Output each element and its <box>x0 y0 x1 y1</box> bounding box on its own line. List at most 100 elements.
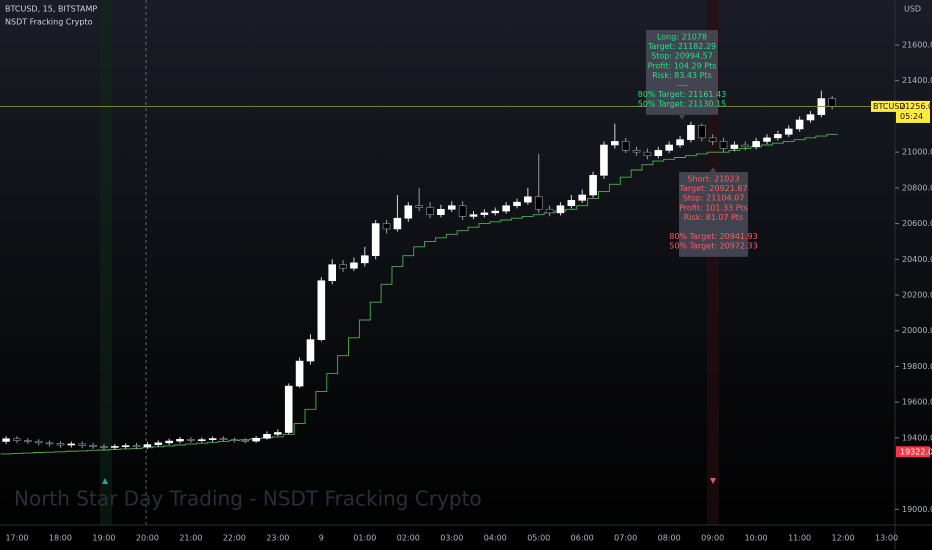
y-tick-label: 20000.00 <box>902 326 932 335</box>
candle-body <box>730 144 739 149</box>
candle-body <box>241 440 250 442</box>
candle-body <box>437 208 445 215</box>
watermark: North Star Day Trading - NSDT Fracking C… <box>14 487 482 511</box>
annotation-line: Stop: 20994.57 <box>651 52 713 61</box>
candle-body <box>426 207 434 215</box>
candle-body <box>24 440 32 442</box>
y-tick-label: 20200.00 <box>902 291 932 300</box>
annotation-line: Risk: 83.43 Pts <box>652 71 711 80</box>
candle-body <box>524 196 532 203</box>
candle-body <box>545 208 554 214</box>
x-tick-label: 05:00 <box>527 534 550 543</box>
candle-body <box>632 150 641 153</box>
y-tick-label: 21400.00 <box>902 76 932 85</box>
candle-body <box>404 205 413 219</box>
x-tick-label: 02:00 <box>397 534 420 543</box>
candle-body <box>230 439 239 441</box>
candle-body <box>100 446 108 448</box>
price-tag-label: 19322.00 <box>900 447 932 456</box>
candle-body <box>361 255 369 264</box>
candle-body <box>219 438 228 440</box>
x-tick-label: 06:00 <box>571 534 594 543</box>
x-tick-label: 09:00 <box>701 534 724 543</box>
x-tick-label: 10:00 <box>745 534 768 543</box>
candle-body <box>274 432 282 435</box>
x-tick-label: 18:00 <box>49 534 72 543</box>
x-tick-label: 12:00 <box>832 534 855 543</box>
candle-body <box>252 437 260 442</box>
annotation-line: Target: 21182.29 <box>647 42 716 51</box>
candle-body <box>665 144 673 151</box>
long-box <box>646 30 718 115</box>
candle-body <box>78 443 86 446</box>
x-tick-label: 08:00 <box>658 534 681 543</box>
candle-body <box>89 445 97 447</box>
candle-body <box>676 139 684 146</box>
candle-body <box>697 125 706 139</box>
x-tick-label: 20:00 <box>136 534 159 543</box>
candle-body <box>719 141 728 149</box>
trail-line <box>0 133 838 455</box>
annotation-line: 80% Target: 20941.93 <box>669 232 757 241</box>
candle-body <box>208 438 217 440</box>
annotation-line: 80% Target: 21161.43 <box>638 90 726 99</box>
currency: USD <box>904 5 921 14</box>
signal-band <box>100 0 112 525</box>
candle-body <box>643 151 652 157</box>
candle-body <box>317 280 326 340</box>
x-tick-label: 07:00 <box>614 534 637 543</box>
x-tick-label: 9 <box>319 534 324 543</box>
candle-body <box>393 217 402 230</box>
candle-body <box>611 141 619 146</box>
candle-body <box>176 438 184 442</box>
pointer <box>679 115 685 120</box>
candle-body <box>447 205 456 210</box>
candle-body <box>752 141 760 148</box>
symbol-tag <box>871 100 896 112</box>
y-tick-label: 21000.00 <box>902 148 932 157</box>
candle-body <box>2 438 10 442</box>
x-tick-label: 03:00 <box>440 534 463 543</box>
candle-body <box>34 441 43 444</box>
candle-body <box>600 144 608 176</box>
candle-body <box>328 264 337 282</box>
annotation-line: Profit: 104.29 Pts <box>648 61 717 70</box>
candle-body <box>502 205 510 212</box>
short-box <box>679 172 748 257</box>
symbol-tag-label: BTCUSD <box>873 102 906 111</box>
x-tick-label: 13:00 <box>875 534 898 543</box>
candle-body <box>371 223 380 257</box>
price-tag-label: 21256.00 <box>900 102 932 111</box>
annotation-line: Long: 21078 <box>657 33 707 42</box>
x-tick-label: 19:00 <box>92 534 115 543</box>
candle-body <box>187 438 195 441</box>
candle-body <box>143 444 152 448</box>
candle-body <box>567 200 576 207</box>
indicator-name: NSDT Fracking Crypto <box>5 18 93 27</box>
candle-body <box>763 137 771 142</box>
candle-body <box>458 205 467 217</box>
price-tag <box>896 100 930 123</box>
buy-arrow <box>102 478 108 484</box>
candle-body <box>774 133 782 139</box>
annotation-line: Profit: 101.33 Pts <box>679 203 748 212</box>
candle-body <box>828 98 837 107</box>
candle-body <box>578 194 587 201</box>
candle-body <box>154 442 163 445</box>
candle-body <box>306 339 315 362</box>
candle-body <box>654 150 663 157</box>
y-tick-label: 19800.00 <box>902 362 932 371</box>
y-tick-label: 19000.00 <box>902 505 932 514</box>
candle-body <box>350 262 358 269</box>
annotation-line: 50% Target: 21130.15 <box>638 100 726 109</box>
annotation-line: Short: 21023 <box>687 175 739 184</box>
candle-body <box>45 442 54 445</box>
candle-body <box>513 201 521 207</box>
candle-body <box>687 125 695 140</box>
candle-body <box>295 360 304 387</box>
signal-band <box>707 0 719 525</box>
y-tick-label: 19400.00 <box>902 433 932 442</box>
x-tick-label: 23:00 <box>266 534 289 543</box>
candle-body <box>621 141 630 151</box>
